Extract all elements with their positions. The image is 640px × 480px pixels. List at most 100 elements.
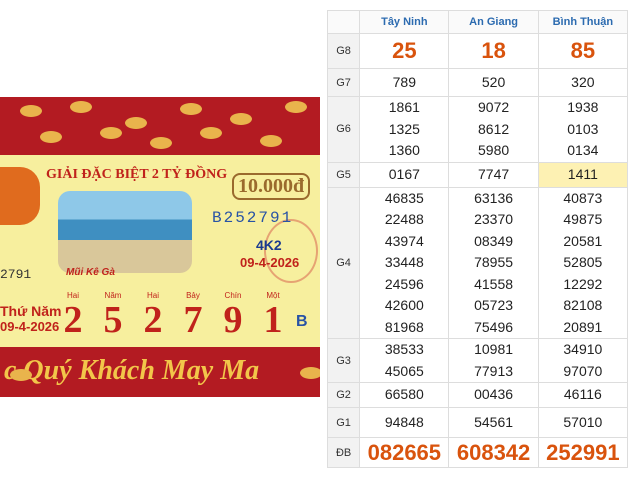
gold-spot — [20, 105, 42, 117]
prize-cell: 520 — [448, 68, 539, 97]
province-header: Tây Ninh — [359, 10, 450, 34]
gold-spot — [300, 367, 320, 379]
prize-label: G2 — [326, 382, 361, 408]
prize-number: 1325 — [388, 120, 420, 137]
digit-word: Hai — [146, 291, 159, 300]
prize-number: 85 — [570, 38, 596, 64]
prize-cell: 63136 23370 08349 78955 41558 05723 75496 — [448, 186, 539, 339]
ticket-scene — [58, 191, 192, 273]
prize-number: 24596 — [384, 275, 424, 292]
prize-number: 05723 — [474, 297, 514, 313]
ticket-letter: B — [296, 313, 308, 330]
digit: 2 — [143, 299, 163, 341]
prize-number: 33448 — [384, 254, 424, 270]
prize-row: G1 94848 54561 57010 — [326, 407, 629, 438]
prize-cell: 1411 — [537, 161, 629, 188]
gold-spot — [70, 101, 92, 113]
banner: c Quý Khách May Ma — [4, 355, 260, 386]
ticket-emblem — [0, 167, 40, 225]
gold-spot — [260, 135, 282, 147]
prize-number: 46116 — [563, 386, 602, 403]
gold-spot — [180, 103, 202, 115]
prize-number: 608342 — [456, 439, 531, 465]
prize-number: 0134 — [567, 142, 599, 158]
header-row: Tây Ninh An Giang Bình Thuận — [326, 10, 629, 34]
prize-number: 23370 — [474, 211, 514, 227]
ticket-card: GIẢI ĐẶC BIỆT 2 TỶ ĐỒNG 10.000đ B252791 … — [0, 155, 320, 347]
prize-label: G1 — [326, 407, 361, 438]
gold-spot — [230, 113, 252, 125]
prize-cell: 34910 97070 — [537, 338, 629, 383]
prize-number: 78955 — [474, 254, 514, 270]
prize-cell: 46835 22488 43974 33448 24596 42600 81968 — [359, 186, 450, 339]
prize-number: 57010 — [563, 413, 603, 430]
prize-number: 63136 — [474, 189, 514, 206]
corner-cell — [326, 10, 361, 34]
prize-label: G7 — [326, 68, 361, 97]
gold-spot — [150, 137, 172, 149]
prize-label: G8 — [326, 33, 361, 69]
prize-number: 08349 — [474, 232, 514, 249]
prize-number: 0103 — [567, 120, 599, 137]
prize-label: G4 — [326, 186, 361, 339]
prize-cell: 25 — [359, 33, 450, 69]
prize-cell: 7747 — [448, 161, 539, 188]
prize-cell: 10981 77913 — [448, 338, 539, 383]
prize-cell: 94848 — [359, 407, 450, 438]
prize-number: 94848 — [384, 413, 424, 430]
prize-row: G7 789 520 320 — [326, 68, 629, 97]
digit: 9 — [223, 299, 243, 341]
prize-row: G8 25 18 85 — [326, 33, 629, 69]
prize-number: 82108 — [563, 297, 603, 313]
prize-label: G6 — [326, 96, 361, 163]
prize-number: 320 — [571, 73, 595, 90]
prize-number: 77913 — [474, 362, 514, 379]
gold-spot — [125, 117, 147, 129]
prize-cell: 1861 1325 1360 — [359, 96, 450, 163]
place: Mũi Kê Gà — [66, 267, 115, 278]
prize-number: 789 — [392, 73, 416, 90]
gold-spot — [285, 101, 307, 113]
draw-date: 09-4-2026 — [240, 255, 300, 270]
prize-cell: 38533 45065 — [359, 338, 450, 383]
prize-label: G3 — [326, 338, 361, 383]
prize-number: 42600 — [384, 297, 424, 313]
prize-number: 082665 — [367, 439, 442, 465]
prize-number: 1360 — [388, 142, 420, 158]
side-date: 09-4-2026 — [0, 319, 60, 334]
prize-number: 5980 — [478, 142, 510, 158]
digit-box: Hai 2 — [134, 291, 172, 341]
prize-cell: 40873 49875 20581 52805 12292 82108 20891 — [537, 186, 629, 339]
prize-number: 45065 — [384, 362, 424, 379]
prize-cell: 9072 8612 5980 — [448, 96, 539, 163]
results-table: Tây Ninh An Giang Bình Thuận G8 25 18 85 G7 789 5… — [326, 10, 629, 468]
prize-number: 46835 — [384, 189, 424, 206]
prize-cell: 320 — [537, 68, 629, 97]
digit-box: Bảy 7 — [174, 291, 212, 341]
prize-number: 00436 — [474, 386, 514, 403]
digit-word: Bảy — [186, 291, 200, 300]
prize-row: G2 66580 00436 46116 — [326, 382, 629, 408]
gold-spot — [100, 127, 122, 139]
digit: 2 — [63, 299, 83, 341]
prize-cell: 57010 — [537, 407, 629, 438]
prize-row: G5 0167 7747 1411 — [326, 161, 629, 188]
digit-word: Hai — [66, 291, 79, 300]
prize-label: G5 — [326, 161, 361, 188]
prize-row: ĐB 082665 608342 252991 — [326, 437, 629, 468]
digit-word: Chín — [224, 291, 242, 300]
prize-cell: 1938 0103 0134 — [537, 96, 629, 163]
prize-number: 520 — [481, 73, 506, 90]
prize-cell: 66580 — [359, 382, 450, 408]
serial: B252791 — [212, 209, 294, 227]
prize-cell: 608342 — [448, 437, 539, 468]
gold-spot — [200, 127, 222, 139]
digit-box: Năm 5 — [94, 291, 132, 341]
prize-cell: 18 — [448, 33, 539, 69]
digit-word: Năm — [104, 291, 122, 300]
prize-cell: 789 — [359, 68, 450, 97]
prize-number: 9072 — [478, 99, 510, 115]
prize-number: 49875 — [563, 211, 603, 227]
prize-number: 43974 — [384, 232, 424, 249]
